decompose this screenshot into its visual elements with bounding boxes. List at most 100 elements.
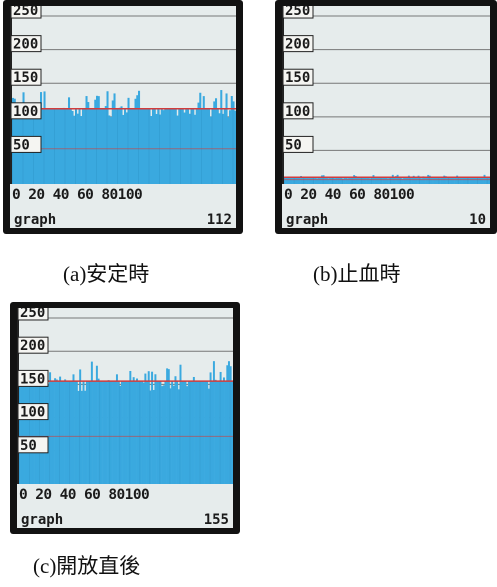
graph-bar [462, 177, 465, 184]
graph-bar [225, 93, 228, 184]
graph-bar-shade [127, 108, 129, 184]
graph-bar [171, 381, 174, 484]
graph-bar-shade [351, 177, 353, 184]
graph-bar [107, 380, 110, 484]
graph-bar [59, 108, 62, 184]
graph-bar [223, 108, 226, 184]
graph-bar [117, 108, 120, 184]
graph-bar [22, 381, 25, 484]
graph-bar [202, 381, 205, 484]
graph-bar [201, 108, 204, 184]
graph-bar [141, 108, 144, 184]
graph-bar [488, 177, 490, 184]
graph-bar [229, 110, 232, 184]
status-bar-a: graph 112 [10, 212, 236, 228]
graph-bar [295, 177, 298, 184]
graph-bar [324, 177, 327, 184]
y-tick-label: 250 [285, 6, 310, 19]
graph-bar [226, 365, 229, 484]
graph-bar [71, 110, 74, 184]
graph-bar-shade [229, 381, 231, 484]
graph-bar [370, 177, 373, 184]
graph-bar [104, 381, 107, 484]
graph-bar [61, 108, 64, 184]
graph-bar [34, 381, 37, 484]
graph-bar [41, 108, 44, 184]
graph-bar [424, 176, 426, 184]
graph-bar-shade [119, 381, 121, 484]
graph-bar [419, 178, 422, 184]
graph-bar [229, 366, 232, 484]
graph-bar [104, 106, 107, 184]
graph-bar [169, 108, 172, 184]
graph-bar [306, 177, 309, 184]
status-value-b: 10 [469, 212, 486, 228]
graph-bar [69, 381, 72, 484]
graph-bar-shade [169, 108, 171, 184]
graph-bar [337, 177, 340, 184]
y-tick-box [17, 436, 49, 454]
graph-bar-shade [79, 381, 81, 484]
graph-bar [385, 177, 388, 184]
graph-bar [105, 381, 108, 484]
graph-plot-c: 250 200 150 100 50 [17, 308, 233, 486]
graph-bar [136, 95, 139, 184]
graph-bar [97, 378, 100, 484]
graph-bar [469, 176, 471, 184]
graph-bar [435, 176, 438, 184]
graph-bar [27, 374, 30, 484]
graph-bar [89, 381, 92, 484]
graph-bar-shade [49, 381, 50, 484]
graph-bar-shade [211, 108, 213, 184]
y-tick-label: 150 [20, 371, 45, 387]
graph-bar-shade [199, 381, 201, 484]
graph-bar [161, 386, 164, 484]
graph-bar [403, 177, 406, 184]
graph-bar [178, 108, 181, 184]
graph-bar [159, 381, 162, 484]
graph-bar [192, 376, 195, 484]
graph-bar [118, 107, 121, 184]
graph-bar [141, 381, 144, 484]
graph-bar-shade [159, 108, 160, 184]
graph-bar [187, 108, 190, 184]
device-screen-a: 250 200 150 100 50 0 20 40 60 80100 graph 11… [3, 0, 243, 234]
graph-bar [452, 177, 455, 184]
graph-bar-shade [303, 177, 305, 184]
graph-bar [194, 114, 197, 184]
y-tick-box [10, 68, 42, 86]
graph-bar [327, 178, 330, 184]
graph-bar [211, 381, 214, 484]
graph-bar-shade [64, 108, 66, 184]
graph-bar [57, 108, 60, 184]
graph-bar [329, 177, 331, 184]
panel-b: 250 200 150 100 50 0 20 40 60 80100 graph 10… [265, 0, 497, 290]
graph-bar [335, 177, 338, 184]
graph-bar-shade [43, 108, 45, 184]
graph-bar [184, 381, 187, 484]
graph-bar [147, 371, 150, 484]
graph-bar [181, 381, 184, 484]
graph-bar [95, 365, 98, 484]
graph-bar [166, 368, 169, 484]
y-tick-box [10, 35, 42, 53]
graph-bar [195, 108, 198, 184]
graph-bar [90, 108, 93, 184]
x-axis-ticks-a: 0 20 40 60 80100 [12, 187, 143, 203]
caption-c: (c)開放直後 [33, 554, 141, 578]
graph-bar [449, 177, 452, 184]
graph-bar-shade [409, 177, 411, 184]
graph-bar-shade [419, 177, 420, 184]
graph-bar [20, 376, 23, 484]
device-screen-c: 250 200 150 100 50 0 20 40 60 80100 graph 15… [10, 302, 240, 534]
graph-bar-shade [59, 381, 60, 484]
graph-bar [186, 386, 189, 484]
graph-bar [92, 381, 95, 484]
graph-bar-shade [117, 108, 118, 184]
graph-bar-shade [109, 381, 111, 484]
graph-bar [230, 96, 233, 184]
x-axis-ticks-b: 0 20 40 60 80100 [284, 187, 415, 203]
graph-bar [149, 390, 152, 484]
graph-bar [150, 115, 153, 184]
graph-bar [292, 177, 294, 184]
